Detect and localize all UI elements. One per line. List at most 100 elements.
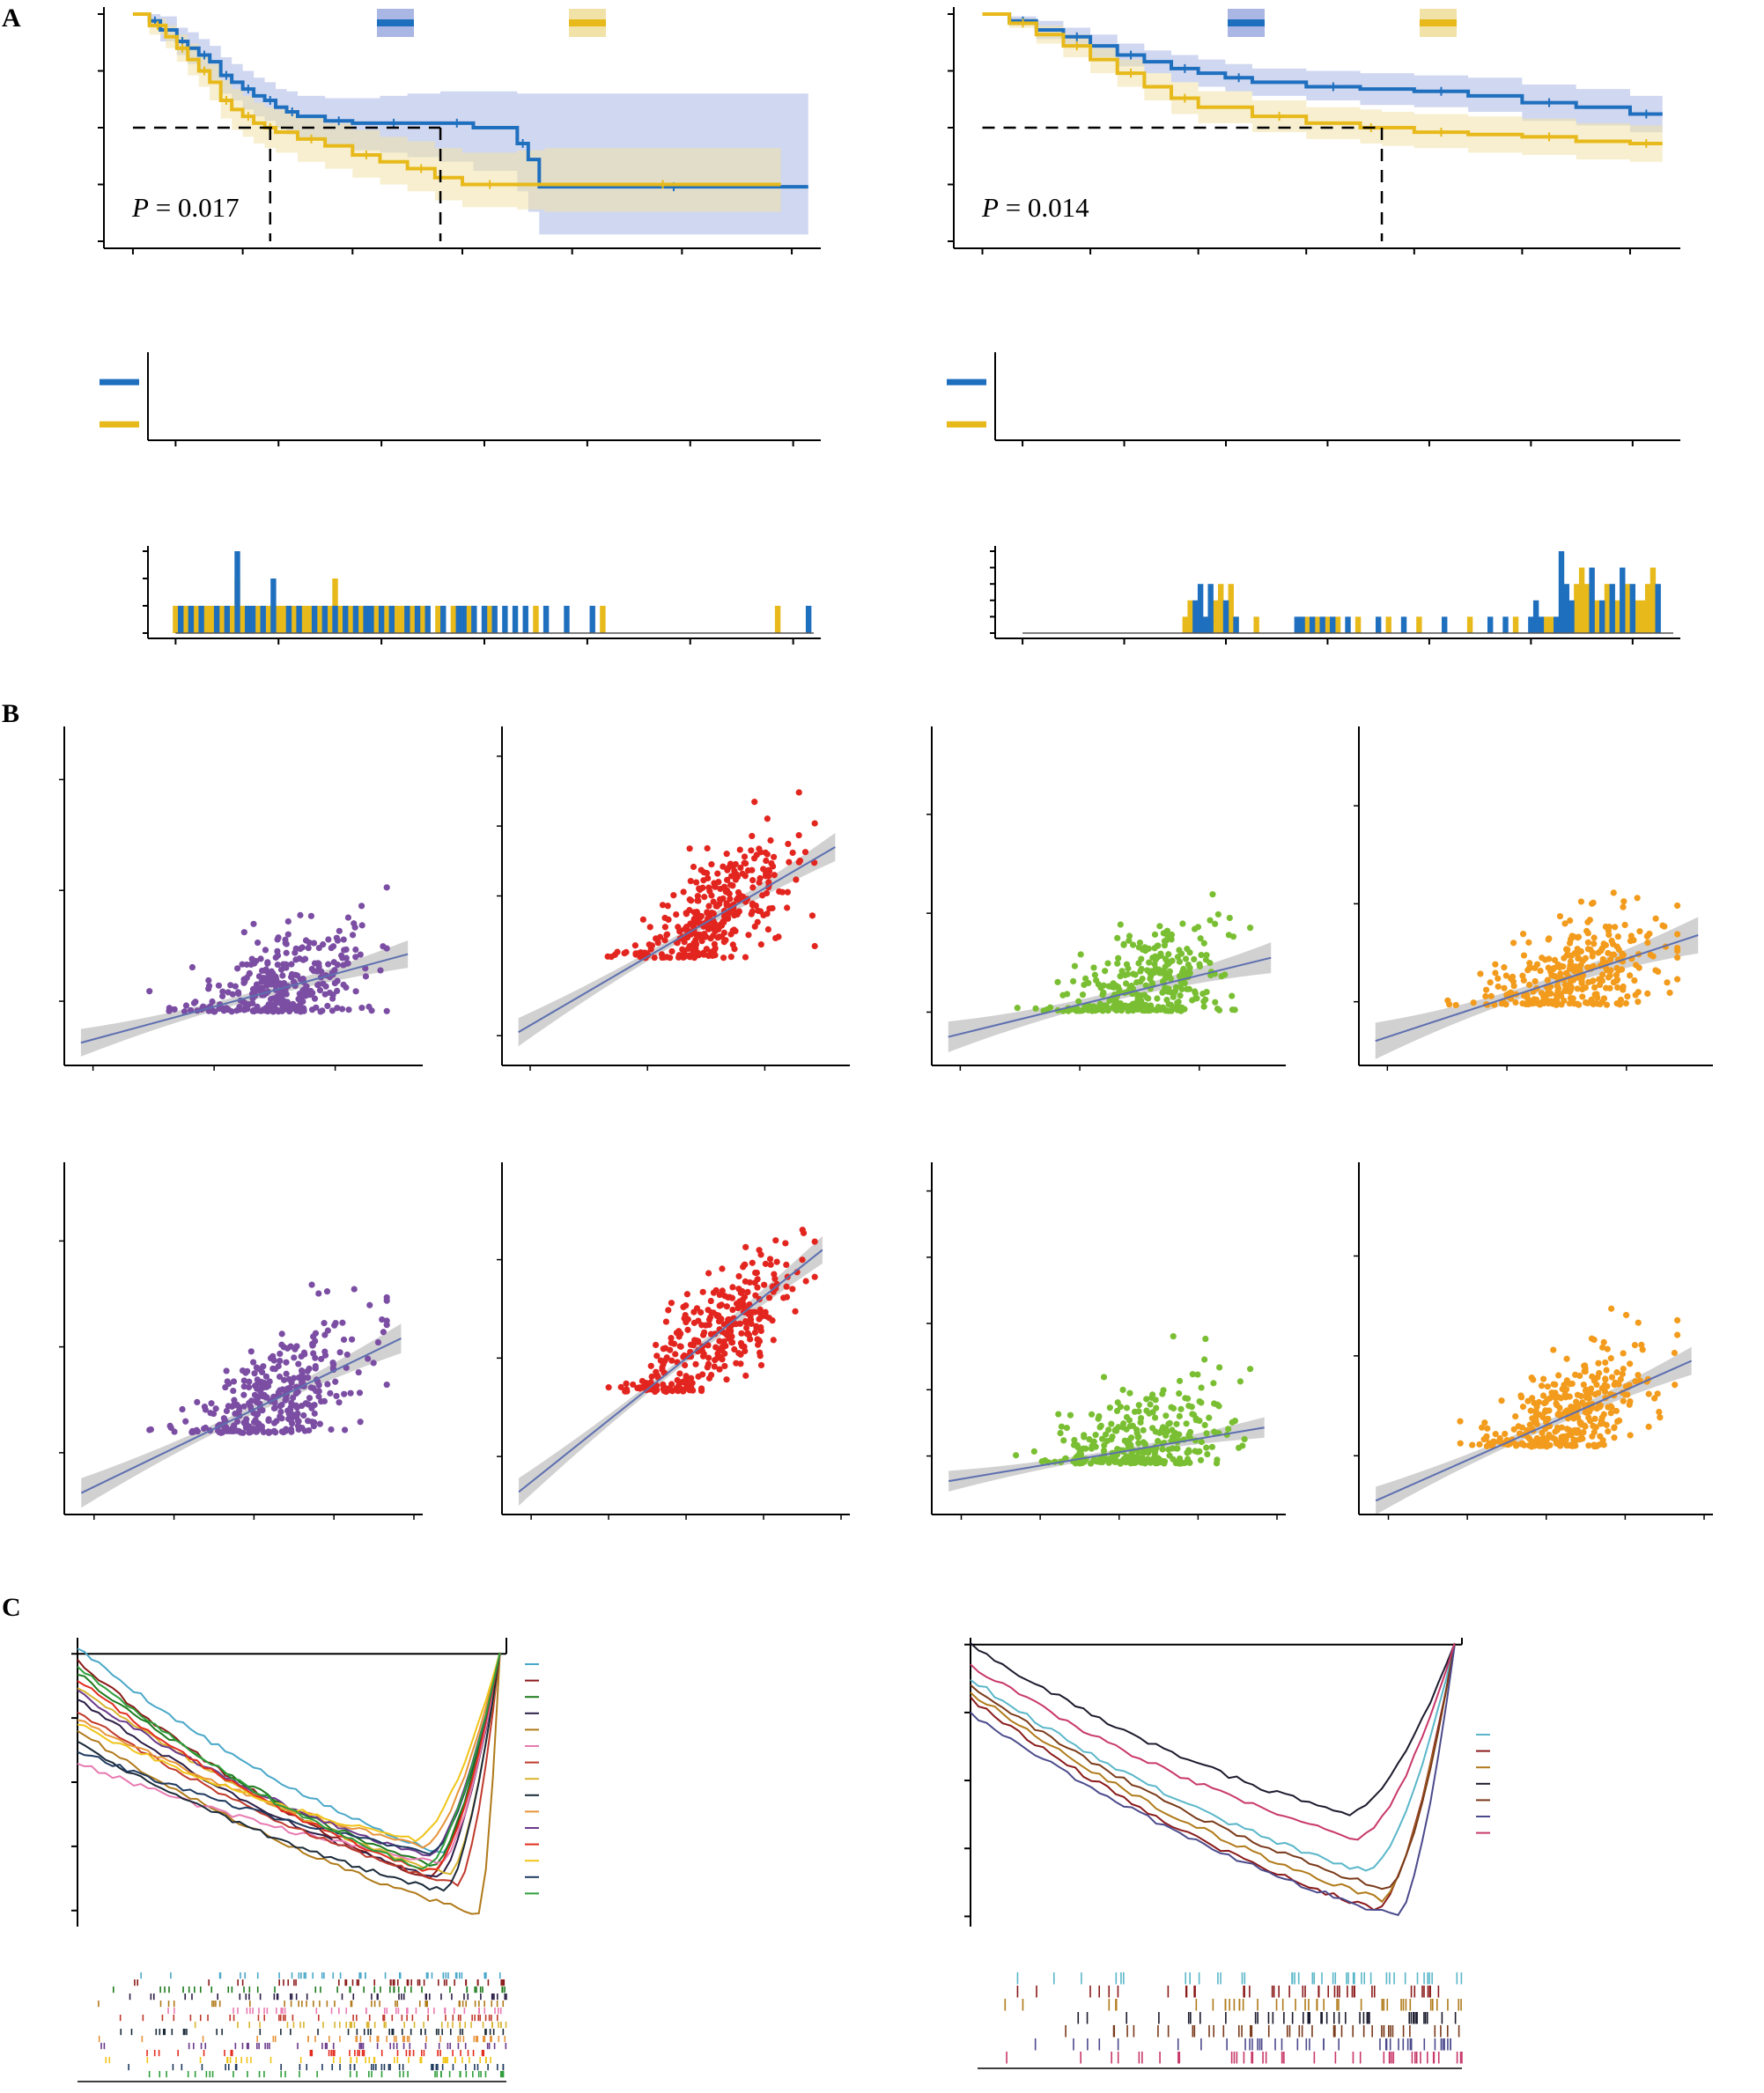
data-point [1563,1426,1571,1433]
data-point [675,1388,682,1395]
data-point [1492,961,1499,968]
data-point [1146,959,1153,966]
data-point [383,1297,390,1304]
es-curve [77,1652,501,1870]
data-point [336,1399,343,1406]
data-point [309,990,316,997]
data-point [1603,1001,1611,1008]
censor-bar-high [301,606,307,633]
data-point [322,983,329,990]
data-point [352,946,359,954]
data-point [1621,921,1628,929]
data-point [1201,1356,1208,1363]
data-point [246,970,253,977]
km_tcga: P = 0.017 [98,7,821,254]
data-point [370,1360,377,1367]
data-point [756,1315,763,1323]
censor-bar-high [1466,616,1473,633]
data-point [1582,954,1589,962]
censor-mark [199,50,209,60]
data-point [811,942,818,950]
data-point [1105,1426,1112,1433]
censor-bar-low [198,606,204,633]
data-point [752,1292,759,1299]
censor-mark [306,134,316,144]
data-point [772,934,779,942]
data-point [673,910,680,918]
data-point [1184,1449,1191,1456]
data-point [223,1367,230,1374]
data-point [740,893,747,901]
data-point [380,943,387,950]
data-point [242,1419,249,1426]
censor-bar-low [512,606,519,633]
data-point [1580,1381,1587,1389]
gsea_kegg [71,1638,539,2082]
data-point [358,922,365,929]
data-point [1151,945,1158,952]
data-point [1654,1390,1661,1397]
data-point [1071,962,1079,969]
censor-bar-high [218,606,225,633]
data-point [1218,973,1225,980]
censor-bar-low [1330,616,1336,633]
data-point [274,961,281,969]
data-point [1635,1319,1642,1326]
data-point [753,1269,760,1277]
data-point [209,998,216,1006]
data-point [710,1309,717,1316]
data-point [250,920,257,927]
data-point [315,963,322,970]
data-point [1114,1446,1121,1453]
data-point [693,1337,700,1345]
censor-mark [265,96,275,106]
data-point [1133,1426,1140,1433]
data-point [283,940,290,947]
data-point [1094,1005,1101,1013]
data-point [1619,1370,1626,1378]
data-point [1160,967,1167,974]
data-point [1579,993,1586,1000]
data-point [1216,1364,1223,1371]
data-point [1096,1458,1103,1466]
data-point [1198,1384,1205,1391]
es-curve [970,1646,1456,1917]
data-point [695,897,702,904]
data-point [331,967,338,974]
data-point [1170,1404,1177,1412]
data-point [605,1384,612,1391]
data-point [1632,1378,1639,1385]
data-point [1612,1379,1619,1386]
data-point [1058,1423,1066,1430]
data-point [789,849,796,857]
data-point [799,1257,806,1264]
data-point [1536,1411,1544,1419]
censor-bar-high [1594,600,1600,633]
data-point [1607,1355,1614,1362]
data-point [166,1005,173,1012]
censor-bar-high [193,606,199,633]
censor-mark [1545,98,1554,107]
data-point [1116,988,1123,995]
data-point [240,1377,247,1384]
data-point [1613,1407,1620,1415]
data-point [343,1351,351,1359]
data-point [1115,954,1122,962]
data-point [264,1382,272,1389]
data-point [1674,902,1681,910]
data-point [1544,1383,1551,1390]
data-point [336,927,343,934]
data-point [1551,956,1559,963]
data-point [329,995,336,1002]
data-point [708,892,715,899]
censor-bar-low [1294,616,1301,633]
data-point [1569,976,1577,984]
data-point [1608,1374,1616,1381]
data-point [808,912,816,919]
fit-line [518,1249,823,1493]
fit-line [948,1426,1265,1483]
data-point [1113,1407,1121,1415]
data-point [1235,1444,1243,1451]
data-point [1162,1412,1170,1419]
data-point [1100,1374,1108,1381]
